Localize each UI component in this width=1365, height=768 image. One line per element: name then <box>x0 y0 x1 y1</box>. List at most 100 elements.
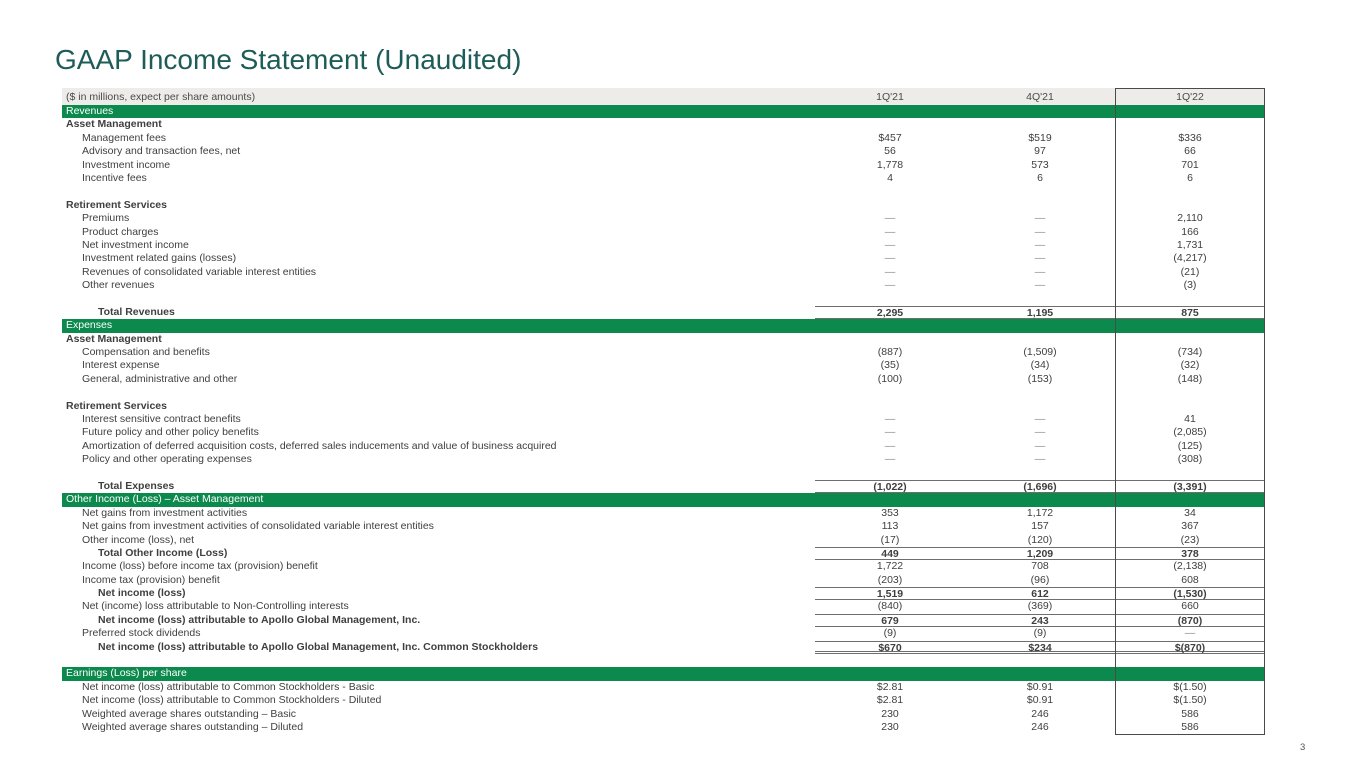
table-row: Weighted average shares outstanding – Ba… <box>62 708 1265 721</box>
value-cell: $336 <box>1178 131 1202 144</box>
row-label: Advisory and transaction fees, net <box>82 145 241 158</box>
column-header-1q22: 1Q'22 <box>1176 90 1204 103</box>
value-cell: 612 <box>965 587 1115 601</box>
table-row: Product charges — — 166 <box>62 226 1265 239</box>
value-cell: (17) <box>880 533 900 546</box>
value-cell: (35) <box>880 359 900 372</box>
value-cell: — <box>884 439 896 452</box>
row-label: Other revenues <box>82 279 155 292</box>
value-cell: 2,295 <box>815 305 965 320</box>
row-values: 230 246 586 <box>815 708 1265 721</box>
row-values: 113 157 367 <box>815 520 1265 533</box>
value-cell: 1,519 <box>815 587 965 601</box>
table-row: Weighted average shares outstanding – Di… <box>62 721 1265 734</box>
row-values: — — (2,085) <box>815 426 1265 439</box>
row-values: $2.81 $0.91 $(1.50) <box>815 694 1265 707</box>
value-cell: (2,138) <box>1173 560 1207 573</box>
row-label: Preferred stock dividends <box>82 627 201 640</box>
value-cell: (1,696) <box>965 479 1115 494</box>
row-values: 353 1,172 34 <box>815 507 1265 520</box>
value-cell: $2.81 <box>876 680 904 693</box>
value-cell: 41 <box>1184 412 1196 425</box>
value-cell: $(1.50) <box>1173 680 1207 693</box>
value-cell: (2,085) <box>1173 426 1207 439</box>
row-label <box>62 654 1265 667</box>
value-cell: $670 <box>815 640 965 655</box>
value-cell: — <box>884 212 896 225</box>
row-label: Net gains from investment activities <box>82 506 248 519</box>
table-row: Total Revenues 2,295 1,195 875 <box>62 305 1265 320</box>
value-cell: 113 <box>881 520 899 533</box>
table-row: Other revenues — — (3) <box>62 279 1265 292</box>
row-label: Income (loss) before income tax (provisi… <box>82 560 318 573</box>
row-values: (203) (96) 608 <box>815 574 1265 587</box>
value-cell: 6 <box>1187 171 1193 184</box>
value-cell: — <box>1034 265 1046 278</box>
value-cell: 2,110 <box>1177 212 1203 225</box>
value-cell: — <box>884 279 896 292</box>
value-cell: 660 <box>1181 600 1199 613</box>
value-cell: 1,195 <box>965 305 1115 320</box>
value-cell: (1,022) <box>815 479 965 494</box>
value-cell: — <box>1034 238 1046 251</box>
value-cell: 6 <box>1037 171 1043 184</box>
value-cell: (369) <box>1027 600 1053 613</box>
row-values: 1,722 708 (2,138) <box>815 560 1265 573</box>
row-values: (9) (9) — <box>815 627 1265 640</box>
value-cell: — <box>1034 252 1046 265</box>
row-label: Other income (loss), net <box>82 533 195 546</box>
row-values: — — (308) <box>815 453 1265 466</box>
value-cell: 1,722 <box>876 560 904 573</box>
section-band: Earnings (Loss) per share <box>62 667 1265 681</box>
value-cell: (32) <box>1180 359 1200 372</box>
value-cell: 34 <box>1184 506 1196 519</box>
table-row: Future policy and other policy benefits —… <box>62 426 1265 439</box>
table-row: Premiums — — 2,110 <box>62 212 1265 225</box>
value-cell: (308) <box>1177 453 1203 466</box>
value-cell: (153) <box>1027 372 1053 385</box>
row-values: — — (3) <box>815 279 1265 292</box>
table-row: Amortization of deferred acquisition cos… <box>62 440 1265 453</box>
value-cell: 166 <box>1181 225 1199 238</box>
row-label: Net investment income <box>82 238 189 251</box>
row-values: — — (125) <box>815 440 1265 453</box>
row-values: $2.81 $0.91 $(1.50) <box>815 681 1265 694</box>
table-row: Income tax (provision) benefit (203) (96) 6… <box>62 574 1265 587</box>
value-cell: 246 <box>1031 707 1049 720</box>
row-label: Investment income <box>82 158 171 171</box>
value-cell: 608 <box>1181 573 1199 586</box>
value-cell: 679 <box>815 613 965 628</box>
row-label: Net income (loss) attributable to Common… <box>82 694 382 707</box>
row-label: Other Income (Loss) – Asset Management <box>66 493 264 506</box>
table-row: Net gains from investment activities of … <box>62 520 1265 533</box>
row-values: 4 6 6 <box>815 172 1265 185</box>
value-cell: — <box>884 225 896 238</box>
row-values: $457 $519 $336 <box>815 132 1265 145</box>
table-row: Incentive fees 4 6 6 <box>62 172 1265 185</box>
value-cell: (1,530) <box>1115 587 1265 601</box>
column-header-1q21: 1Q'21 <box>876 90 904 103</box>
row-label: Net income (loss) attributable to Apollo… <box>98 613 421 626</box>
table-row: Management fees $457 $519 $336 <box>62 132 1265 145</box>
row-values: (35) (34) (32) <box>815 359 1265 372</box>
row-values: — — (21) <box>815 266 1265 279</box>
table-header-columns: 1Q'21 4Q'21 1Q'22 <box>815 91 1265 103</box>
row-label: Net income (loss) attributable to Common… <box>82 680 375 693</box>
value-cell: — <box>884 265 896 278</box>
value-cell: — <box>1034 212 1046 225</box>
table-row: Advisory and transaction fees, net 56 97 66 <box>62 145 1265 158</box>
row-values: — — 1,731 <box>815 239 1265 252</box>
value-cell: — <box>884 453 896 466</box>
row-label <box>62 185 1265 198</box>
table-row: Total Expenses (1,022) (1,696) (3,391) <box>62 479 1265 494</box>
value-cell: (1,509) <box>1023 346 1057 359</box>
value-cell: (120) <box>1027 533 1053 546</box>
value-cell: (3) <box>1183 279 1197 292</box>
value-cell: — <box>884 426 896 439</box>
value-cell: $519 <box>1028 131 1052 144</box>
table-row: Interest expense (35) (34) (32) <box>62 359 1265 372</box>
value-cell: — <box>1034 279 1046 292</box>
table-row: Retirement Services <box>62 400 1265 413</box>
value-cell: (3,391) <box>1115 479 1265 494</box>
value-cell: 97 <box>1034 145 1046 158</box>
